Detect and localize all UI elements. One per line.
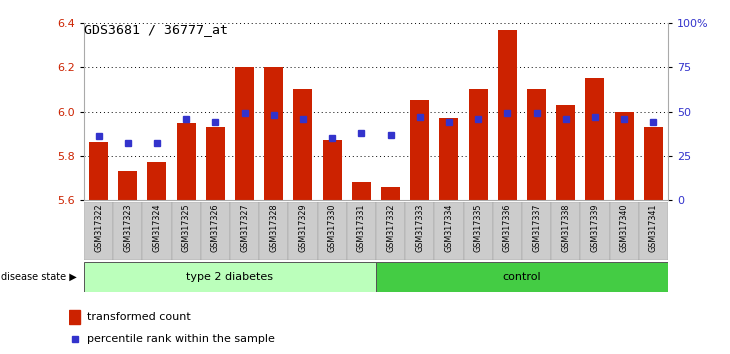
Text: GSM317332: GSM317332 <box>386 204 395 252</box>
Bar <box>410 101 429 200</box>
Bar <box>469 90 488 200</box>
Bar <box>493 202 522 260</box>
Bar <box>206 127 225 200</box>
Bar <box>439 118 458 200</box>
Bar <box>639 202 668 260</box>
Text: GSM317336: GSM317336 <box>503 204 512 252</box>
Bar <box>434 202 464 260</box>
Bar <box>172 202 201 260</box>
Bar <box>527 90 546 200</box>
Text: GSM317341: GSM317341 <box>649 204 658 252</box>
Text: GSM317334: GSM317334 <box>445 204 453 252</box>
Text: GSM317333: GSM317333 <box>415 204 424 252</box>
Bar <box>376 202 405 260</box>
Text: GSM317338: GSM317338 <box>561 204 570 252</box>
Text: control: control <box>503 272 541 282</box>
Bar <box>288 202 318 260</box>
Text: GSM317323: GSM317323 <box>123 204 132 252</box>
Bar <box>352 182 371 200</box>
Bar <box>381 187 400 200</box>
Bar <box>264 67 283 200</box>
Bar <box>323 140 342 200</box>
Bar <box>113 202 142 260</box>
Text: GSM317331: GSM317331 <box>357 204 366 252</box>
Bar <box>610 202 639 260</box>
Bar <box>69 310 80 324</box>
Bar <box>464 202 493 260</box>
Text: GSM317325: GSM317325 <box>182 204 191 252</box>
Bar <box>551 202 580 260</box>
Text: GSM317329: GSM317329 <box>299 204 307 252</box>
Bar <box>230 202 259 260</box>
Bar <box>644 127 663 200</box>
Bar <box>259 202 288 260</box>
Text: GSM317322: GSM317322 <box>94 204 103 252</box>
Bar <box>580 202 610 260</box>
Text: percentile rank within the sample: percentile rank within the sample <box>88 334 275 344</box>
Text: GSM317328: GSM317328 <box>269 204 278 252</box>
Bar <box>235 67 254 200</box>
Text: GSM317327: GSM317327 <box>240 204 249 252</box>
Text: GDS3681 / 36777_at: GDS3681 / 36777_at <box>84 23 228 36</box>
Bar <box>177 122 196 200</box>
Bar <box>318 202 347 260</box>
Text: GSM317330: GSM317330 <box>328 204 337 252</box>
Bar <box>142 202 172 260</box>
Bar <box>293 90 312 200</box>
Text: GSM317339: GSM317339 <box>591 204 599 252</box>
Bar <box>347 202 376 260</box>
Text: GSM317340: GSM317340 <box>620 204 629 252</box>
Bar <box>89 142 108 200</box>
Text: transformed count: transformed count <box>88 312 191 322</box>
Bar <box>376 262 668 292</box>
Bar <box>615 112 634 200</box>
Bar <box>84 262 376 292</box>
Text: GSM317335: GSM317335 <box>474 204 483 252</box>
Bar <box>556 105 575 200</box>
Text: GSM317337: GSM317337 <box>532 204 541 252</box>
Bar <box>84 202 113 260</box>
Bar <box>522 202 551 260</box>
Text: GSM317326: GSM317326 <box>211 204 220 252</box>
Bar <box>405 202 434 260</box>
Text: disease state ▶: disease state ▶ <box>1 272 77 282</box>
Bar <box>585 78 604 200</box>
Bar <box>201 202 230 260</box>
Text: type 2 diabetes: type 2 diabetes <box>186 272 274 282</box>
Text: GSM317324: GSM317324 <box>153 204 161 252</box>
Bar <box>498 30 517 200</box>
Bar <box>147 162 166 200</box>
Bar <box>118 171 137 200</box>
